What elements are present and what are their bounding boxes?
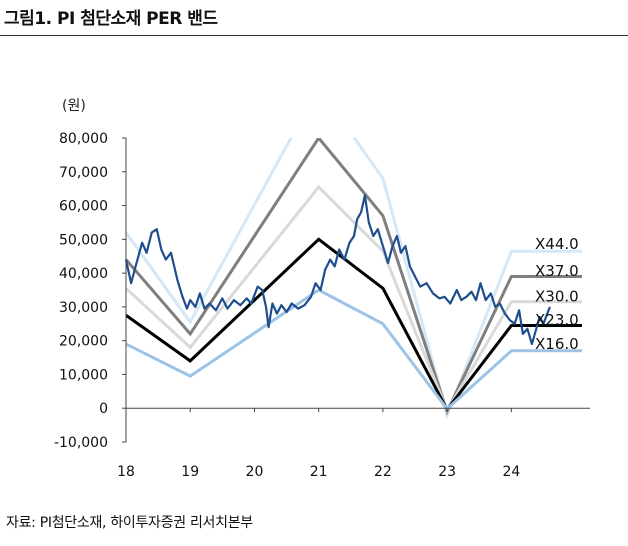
y-tick-label: 70,000 (59, 165, 108, 181)
y-tick-label: 50,000 (59, 232, 108, 248)
title-divider (0, 35, 628, 36)
x-tick-label: 24 (502, 464, 520, 480)
x-tick-label: 19 (181, 464, 199, 480)
y-tick-label: 20,000 (59, 334, 108, 350)
y-tick-label: 30,000 (59, 300, 108, 316)
y-tick-label: 60,000 (59, 199, 108, 215)
x-tick-label: 21 (310, 464, 328, 480)
x-tick-label: 18 (117, 464, 135, 480)
y-axis-unit-label: (원) (62, 98, 86, 114)
band-label-x30-0: X30.0 (535, 288, 579, 306)
band-label-x23-0: X23.0 (535, 311, 579, 329)
y-tick-label: 80,000 (59, 131, 108, 147)
band-line-x37-0 (126, 138, 582, 416)
y-tick-label: 40,000 (59, 266, 108, 282)
band-label-x37-0: X37.0 (535, 262, 579, 280)
y-tick-label: 0 (99, 401, 108, 417)
source-note: 자료: PI첨단소재, 하이투자증권 리서치본부 (6, 515, 253, 531)
price-line (124, 194, 551, 346)
band-line-x23-0 (126, 237, 582, 413)
band-line-x16-0 (126, 288, 582, 412)
x-tick-label: 20 (246, 464, 264, 480)
x-tick-label: 23 (438, 464, 456, 480)
band-line-x44-0 (126, 138, 582, 420)
y-tick-label: -10,000 (54, 435, 108, 451)
y-tick-label: 10,000 (59, 367, 108, 383)
chart-title: 그림1. PI 첨단소재 PER 밴드 (4, 9, 218, 29)
x-tick-label: 22 (374, 464, 392, 480)
band-label-x16-0: X16.0 (535, 335, 579, 353)
band-line-x30-0 (126, 184, 582, 414)
band-label-x44-0: X44.0 (535, 235, 579, 253)
